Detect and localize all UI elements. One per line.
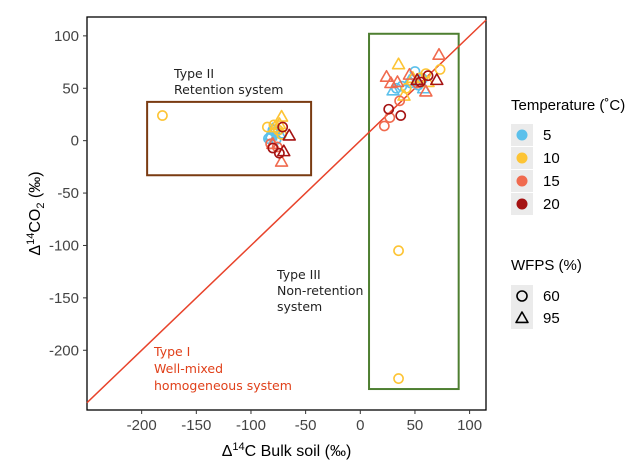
point-t15-w95: [379, 69, 394, 83]
y-tick-label: -50: [57, 185, 79, 202]
point-t15-w95: [266, 137, 280, 150]
legend-temperature-swatch: [516, 175, 528, 187]
legend-temperature-title: Temperature (˚C): [511, 97, 625, 114]
legend-temperature-label: 15: [543, 173, 560, 190]
annotation-type2-line-1: Retention system: [174, 82, 283, 97]
point-t20-w60: [267, 142, 279, 154]
point-t10-w60: [434, 64, 446, 75]
annotation-type1-line-1: Well-mixed: [154, 361, 223, 376]
x-tick-label: -200: [127, 417, 157, 434]
point-t20-w95: [410, 73, 424, 86]
legend-wfps-label: 60: [543, 288, 560, 305]
point-t10-w60: [393, 245, 404, 257]
x-axis-title: Δ14C Bulk soil (‰): [222, 441, 352, 460]
x-tick-label: -150: [181, 417, 211, 434]
point-t20-w60: [422, 70, 434, 82]
box-type2: [146, 100, 313, 177]
point-t20-w60: [415, 76, 426, 88]
point-t15-w95: [432, 47, 446, 61]
point-t15-w95: [402, 67, 417, 80]
point-t10-w60: [393, 373, 404, 384]
point-t20-w95: [276, 144, 291, 157]
x-tick-label: -50: [295, 417, 317, 434]
legend-key-bg: [511, 285, 533, 307]
point-t20-w95: [282, 128, 297, 141]
y-axis-title-co: CO: [27, 209, 44, 233]
point-t10-w95: [391, 57, 406, 70]
legend-temperature-label: 5: [543, 127, 551, 144]
point-t20-w60: [383, 103, 395, 115]
y-tick-label: -100: [49, 237, 79, 254]
y-axis-title-sub: 2: [35, 203, 47, 209]
y-axis-title-sup: 14: [25, 233, 37, 245]
y-axis-title-rest: (‰): [27, 171, 44, 202]
y-tick-label: 0: [71, 133, 79, 150]
y-tick-label: 100: [54, 28, 79, 45]
annotation-type3-line-1: Non-retention: [277, 283, 363, 298]
point-t15-w95: [419, 84, 433, 97]
x-axis-title-sup: 14: [232, 441, 244, 453]
y-tick-label: -200: [49, 342, 79, 359]
box-type3: [368, 32, 460, 391]
legend-temperature-swatch: [516, 129, 528, 141]
point-t15-w60: [378, 120, 390, 132]
annotation-type3-line-0: Type III: [276, 267, 321, 282]
legend-wfps-triangle: [515, 311, 529, 324]
y-axis-title: Δ14CO2 (‰): [25, 171, 47, 255]
annotation-type1-line-0: Type I: [153, 344, 190, 359]
legend-key-bg: [511, 307, 533, 329]
point-t10-w60: [157, 110, 168, 121]
region-boxes: [146, 32, 460, 391]
legend-temperature-label: 20: [543, 196, 560, 213]
legend-temperature-label: 10: [543, 150, 560, 167]
legend-temperature-swatch: [516, 152, 528, 164]
point-t20-w60: [273, 147, 285, 159]
data-points: [157, 47, 446, 384]
x-axis-title-rest: C Bulk soil (‰): [245, 443, 352, 460]
y-tick-label: -150: [49, 290, 79, 307]
point-t10-w60: [420, 68, 432, 79]
annotation-type2-line-0: Type II: [173, 66, 214, 81]
legend: Temperature (˚C) 5 10 15 20 WFPS (%) 60 95: [511, 97, 625, 329]
point-t15-w95: [390, 75, 405, 88]
annotation-type3-line-2: system: [277, 299, 322, 314]
x-tick-label: 50: [407, 417, 424, 434]
x-tick-label: 0: [356, 417, 364, 434]
point-t15-w95: [274, 154, 289, 167]
annotation-type1-line-2: homogeneous system: [154, 378, 292, 393]
point-t10-w95: [274, 109, 289, 122]
axes: -200 -150 -100 -50 0 50 100 100 50 0 -50 -100 -150 -2…: [25, 16, 487, 460]
legend-wfps-circle: [516, 290, 528, 302]
point-t20-w60: [395, 110, 407, 121]
x-tick-label: 100: [457, 417, 482, 434]
point-t5-w95: [386, 83, 400, 96]
x-tick-label: -100: [236, 417, 266, 434]
point-t15-w60: [271, 141, 283, 153]
plot-panel: [86, 16, 487, 411]
y-tick-label: 50: [62, 80, 79, 97]
point-t20-w95: [430, 73, 444, 86]
point-t15-w60: [394, 95, 406, 107]
point-t20-w60: [277, 121, 289, 133]
legend-wfps-title: WFPS (%): [511, 257, 582, 274]
legend-wfps-label: 95: [543, 310, 560, 327]
legend-temperature-swatch: [516, 198, 528, 210]
